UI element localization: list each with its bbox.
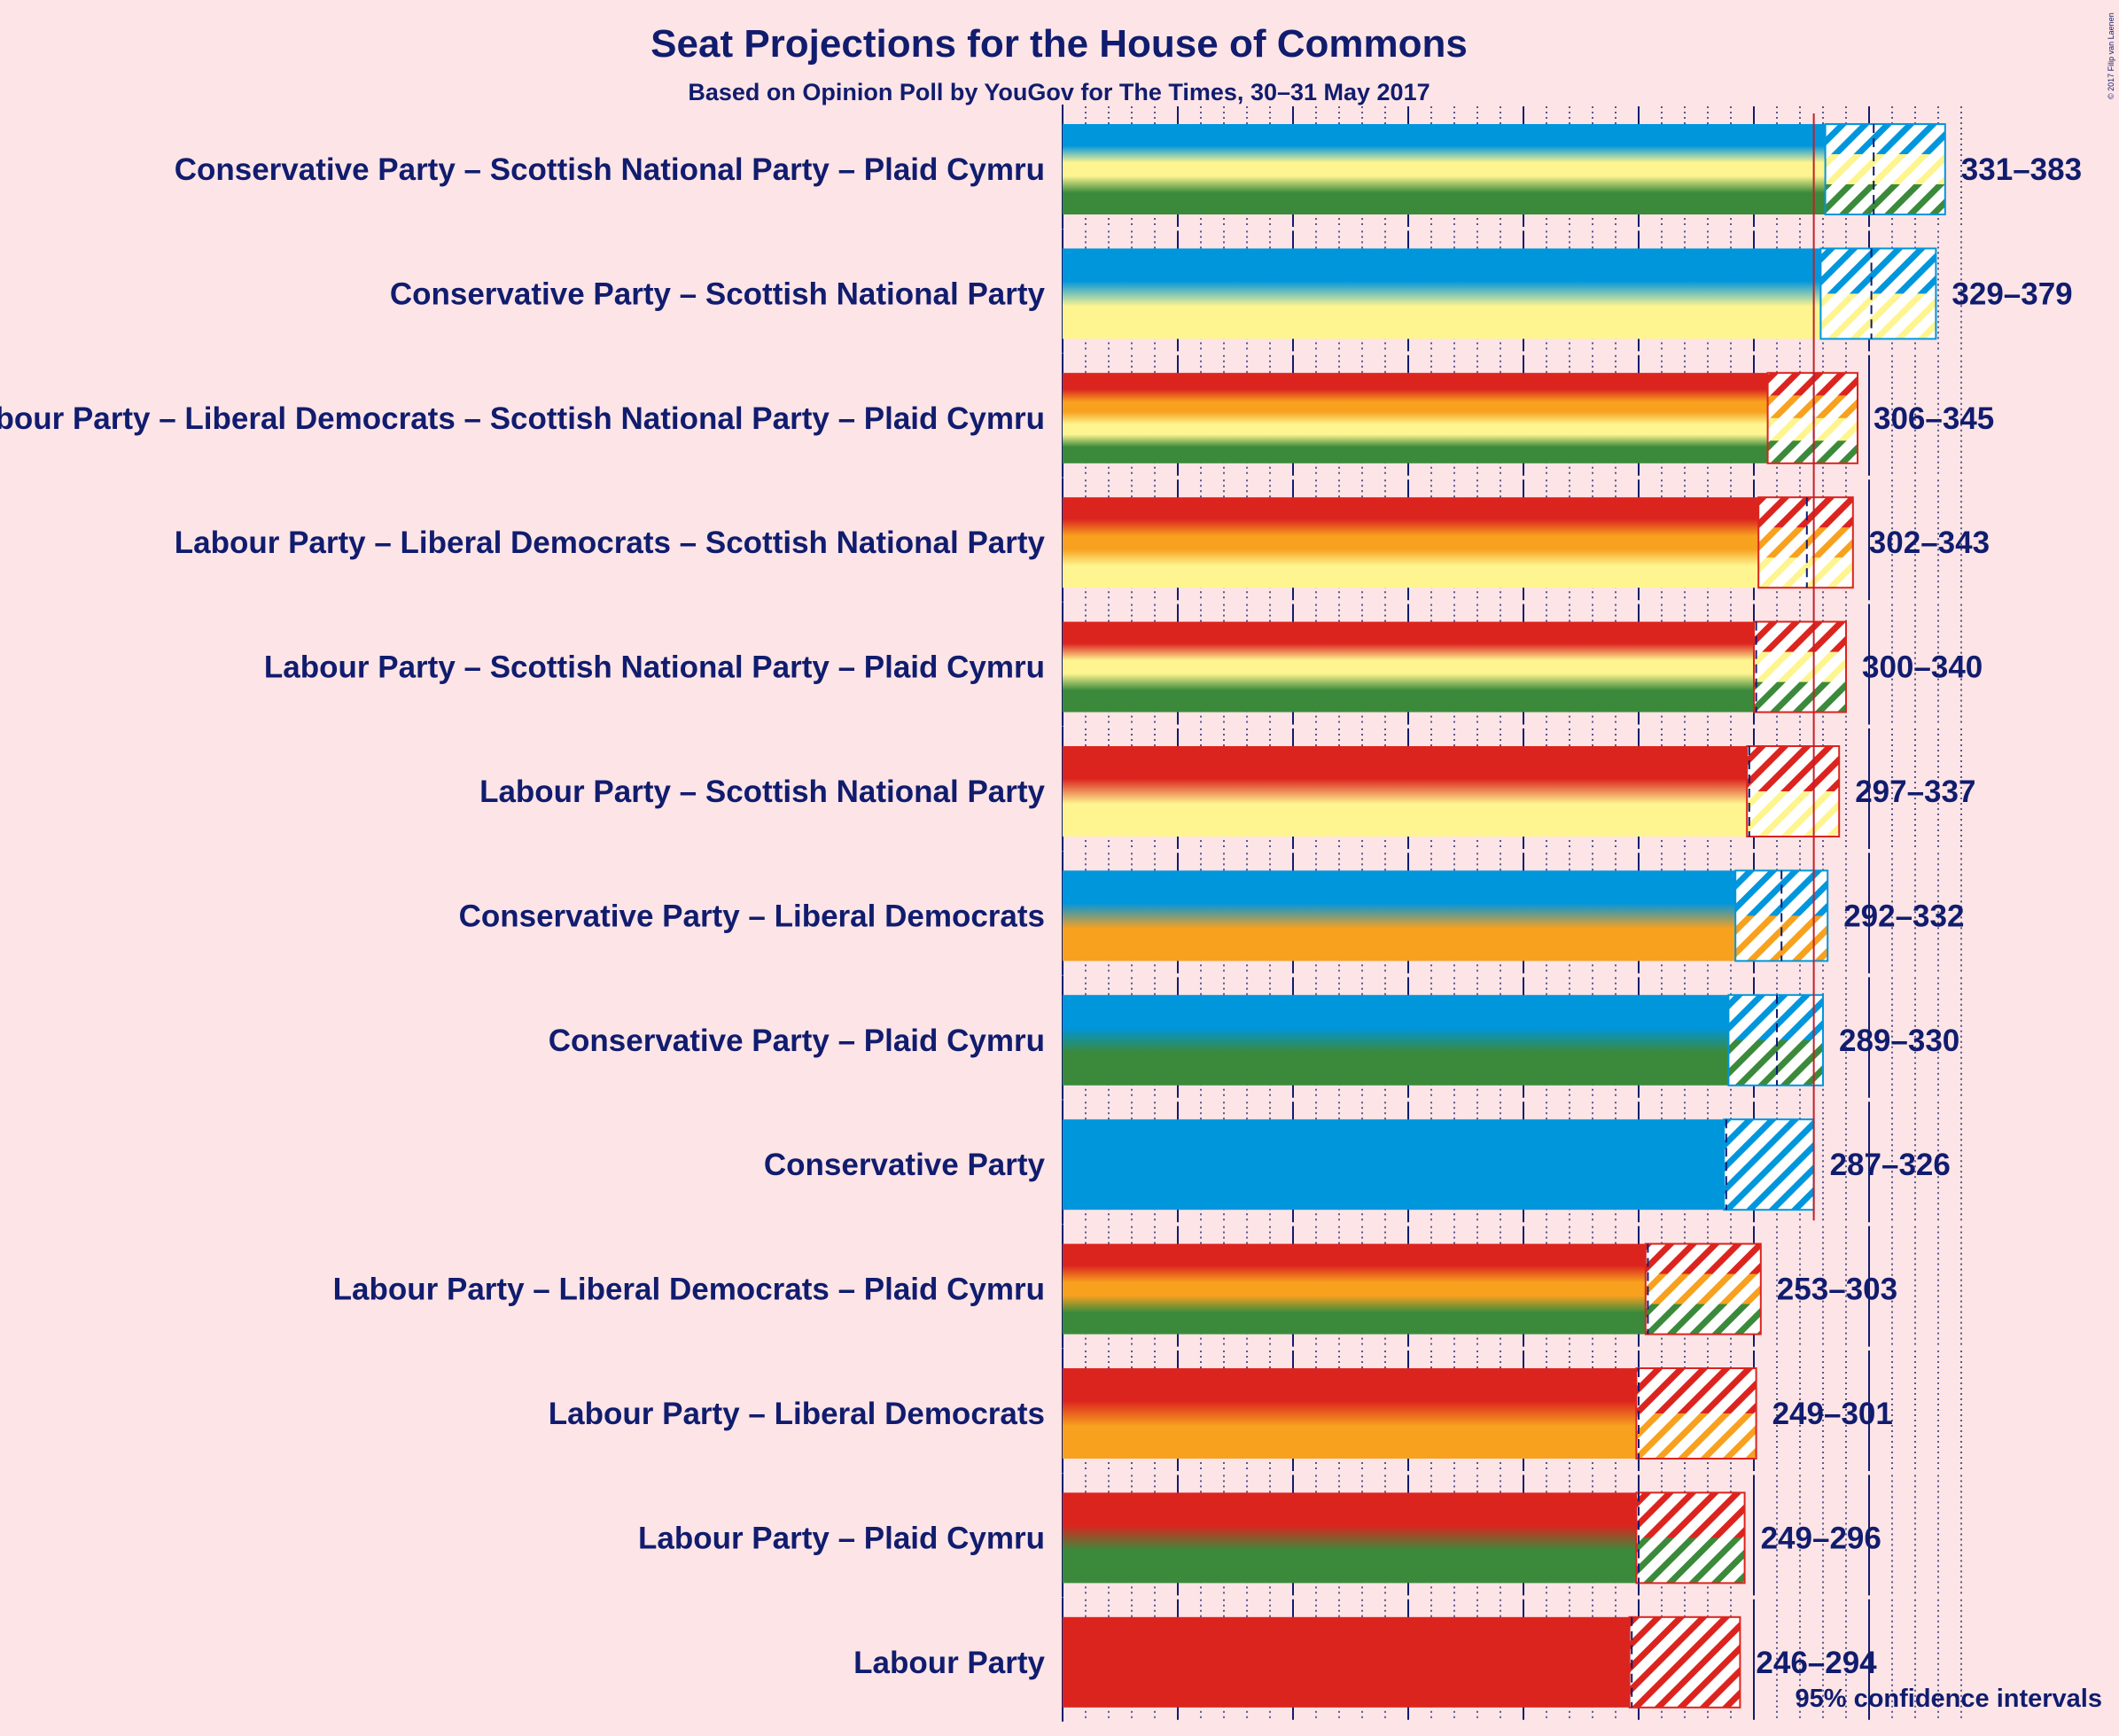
confidence-interval: [1754, 651, 1846, 683]
category-label: Labour Party: [853, 1646, 1045, 1680]
range-label: 287–326: [1830, 1148, 1951, 1182]
confidence-interval: [1825, 154, 1945, 185]
bar-row: Conservative Party – Plaid Cymru 289–330: [549, 975, 1962, 1100]
bar-solid: [1063, 994, 1729, 1086]
confidence-interval: [1767, 395, 1858, 419]
bar-row: Labour Party – Liberal Democrats – Plaid…: [333, 1224, 1962, 1349]
bar-row: Labour Party – Liberal Democrats – Scott…: [0, 353, 1994, 478]
confidence-interval: [1758, 557, 1853, 588]
bar-solid: [1063, 497, 1759, 588]
category-label: Conservative Party – Scottish National P…: [390, 276, 1046, 311]
confidence-interval: [1754, 681, 1846, 713]
confidence-note: 95% confidence intervals: [1795, 1685, 2102, 1713]
confidence-interval: [1629, 1616, 1741, 1709]
confidence-outline: [1635, 1491, 1746, 1584]
confidence-interval: [1728, 994, 1823, 1041]
bar-rows: Conservative Party – Scottish National P…: [0, 105, 2082, 1722]
range-label: 253–303: [1777, 1273, 1897, 1307]
bar-row: Conservative Party – Scottish National P…: [175, 105, 2082, 229]
range-label: 302–343: [1869, 525, 1990, 560]
confidence-interval: [1758, 497, 1853, 528]
confidence-interval: [1636, 1492, 1745, 1538]
bar-solid: [1063, 372, 1768, 463]
confidence-interval: [1636, 1368, 1757, 1414]
confidence-interval: [1825, 124, 1945, 155]
confidence-interval: [1735, 915, 1828, 961]
bar-solid: [1063, 746, 1748, 837]
category-label: Labour Party – Liberal Democrats – Plaid…: [333, 1273, 1045, 1307]
bar-row: Labour Party 246–294: [853, 1597, 1962, 1722]
confidence-outline: [1635, 1367, 1757, 1460]
range-label: 329–379: [1952, 276, 2072, 311]
confidence-outline: [1819, 247, 1937, 340]
category-label: Labour Party – Liberal Democrats: [549, 1397, 1045, 1431]
bar-row: Labour Party – Liberal Democrats 249–301: [549, 1349, 1962, 1473]
category-label: Conservative Party: [764, 1148, 1046, 1182]
bar-solid: [1063, 1616, 1630, 1708]
bar-solid: [1063, 124, 1826, 214]
confidence-interval: [1724, 1119, 1814, 1211]
confidence-outline: [1746, 745, 1841, 837]
bar-row: Conservative Party – Scottish National P…: [390, 229, 2073, 354]
bar-row: Labour Party – Scottish National Party –…: [264, 602, 1983, 727]
range-label: 292–332: [1843, 899, 1964, 933]
range-label: 249–301: [1772, 1397, 1893, 1431]
bar-solid: [1063, 1368, 1637, 1459]
confidence-interval: [1747, 746, 1840, 792]
category-label: Conservative Party – Scottish National P…: [175, 152, 1045, 187]
category-label: Labour Party – Liberal Democrats – Scott…: [0, 401, 1045, 436]
confidence-interval: [1767, 417, 1858, 441]
category-label: Labour Party – Scottish National Party: [479, 775, 1045, 809]
confidence-interval: [1645, 1304, 1761, 1335]
bar-row: Conservative Party – Liberal Democrats 29…: [459, 851, 1964, 976]
category-label: Conservative Party – Liberal Democrats: [459, 899, 1045, 933]
bar-solid: [1063, 1492, 1637, 1584]
bar-row: Labour Party – Liberal Democrats – Scott…: [175, 478, 1990, 603]
confidence-interval: [1636, 1537, 1745, 1584]
confidence-interval: [1747, 791, 1840, 837]
confidence-interval: [1820, 248, 1936, 294]
confidence-outline: [1766, 371, 1858, 464]
bar-solid: [1063, 248, 1821, 339]
confidence-interval: [1645, 1273, 1761, 1305]
bar-solid: [1063, 621, 1754, 712]
category-label: Labour Party – Plaid Cymru: [638, 1521, 1045, 1555]
bar-solid: [1063, 870, 1736, 961]
chart-title: Seat Projections for the House of Common…: [651, 22, 1468, 66]
category-label: Labour Party – Scottish National Party –…: [264, 650, 1045, 685]
category-label: Conservative Party – Plaid Cymru: [549, 1024, 1045, 1058]
bar-row: Conservative Party 287–326: [764, 1100, 1962, 1225]
confidence-outline: [1753, 620, 1847, 713]
category-label: Labour Party – Liberal Democrats – Scott…: [175, 525, 1046, 560]
bar-solid: [1063, 1243, 1646, 1335]
confidence-interval: [1767, 372, 1858, 396]
range-label: 331–383: [1961, 152, 2082, 187]
range-label: 249–296: [1761, 1521, 1881, 1555]
range-label: 306–345: [1874, 401, 1994, 436]
bar-solid: [1063, 1119, 1725, 1211]
confidence-interval: [1645, 1243, 1761, 1275]
range-label: 289–330: [1839, 1024, 1959, 1058]
bar-row: Labour Party – Scottish National Party 29…: [479, 727, 1975, 851]
range-label: 246–294: [1756, 1646, 1877, 1680]
confidence-interval: [1767, 440, 1858, 464]
bar-row: Labour Party – Plaid Cymru 249–296: [638, 1473, 1962, 1598]
confidence-outline: [1628, 1615, 1741, 1709]
confidence-interval: [1728, 1039, 1823, 1086]
confidence-interval: [1825, 184, 1945, 215]
confidence-interval: [1636, 1413, 1757, 1460]
confidence-interval: [1820, 293, 1936, 339]
confidence-outline: [1644, 1242, 1762, 1335]
confidence-outline: [1727, 993, 1825, 1086]
range-label: 297–337: [1855, 775, 1975, 809]
confidence-interval: [1758, 527, 1853, 558]
chart-subtitle: Based on Opinion Poll by YouGov for The …: [688, 79, 1430, 105]
confidence-outline: [1824, 123, 1946, 215]
copyright-text: © 2017 Filip van Laenen: [2107, 12, 2115, 99]
confidence-outline: [1757, 496, 1854, 589]
range-label: 300–340: [1862, 650, 1983, 685]
confidence-interval: [1754, 621, 1846, 653]
